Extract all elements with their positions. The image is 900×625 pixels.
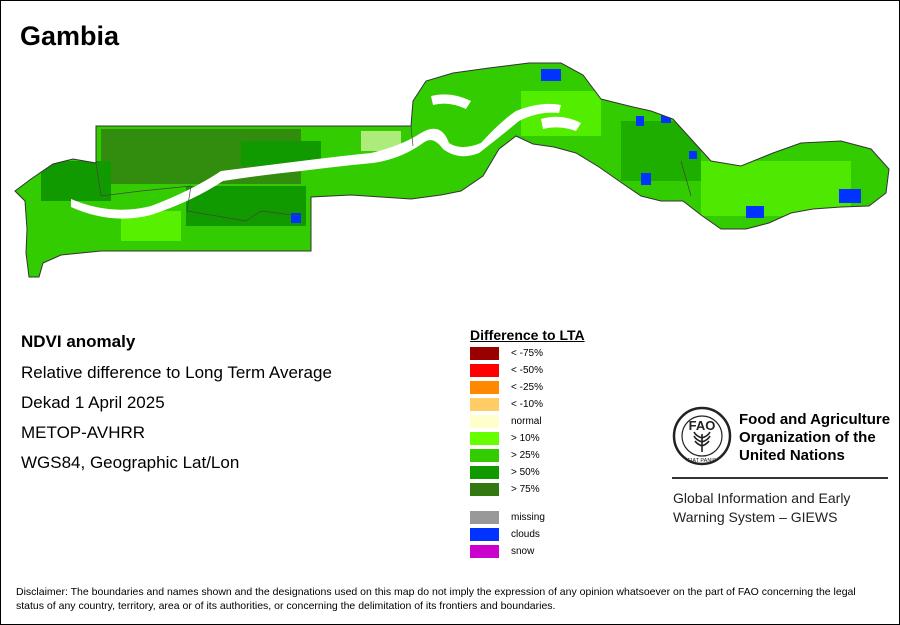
legend-swatch	[470, 364, 499, 377]
info-heading: NDVI anomaly	[21, 332, 136, 351]
legend-swatch	[470, 466, 499, 479]
info-projection: WGS84, Geographic Lat/Lon	[21, 453, 240, 472]
map-title: Gambia	[20, 21, 120, 51]
ndvi-anomaly-map	[14, 62, 890, 278]
legend-label: > 75%	[511, 484, 540, 495]
fao-emblem-motto: FIAT PANIS	[687, 458, 716, 464]
legend-swatch	[470, 415, 499, 428]
legend-label: > 25%	[511, 450, 540, 461]
legend-label: snow	[511, 546, 535, 557]
legend-title: Difference to LTA	[470, 327, 585, 343]
logo-divider	[672, 477, 888, 479]
legend-label: missing	[511, 512, 545, 523]
legend-label: < -10%	[511, 399, 543, 410]
legend-swatch	[470, 511, 499, 524]
legend-swatch	[470, 483, 499, 496]
legend-label: < -50%	[511, 365, 543, 376]
info-sensor: METOP-AVHRR	[21, 423, 146, 442]
fao-name-line: Food and Agriculture	[739, 411, 891, 428]
legend-label: < -25%	[511, 382, 543, 393]
fao-name-line: United Nations	[739, 447, 845, 464]
legend-label: > 50%	[511, 467, 540, 478]
legend-swatch	[470, 381, 499, 394]
legend-swatch	[470, 347, 499, 360]
fao-emblem-text: FAO	[689, 418, 716, 433]
legend-label: < -75%	[511, 348, 543, 359]
legend-swatch	[470, 528, 499, 541]
legend-swatch	[470, 398, 499, 411]
legend-label: > 10%	[511, 433, 540, 444]
legend-label: clouds	[511, 529, 540, 540]
legend-swatch	[470, 545, 499, 558]
giews-line: Global Information and Early	[673, 490, 851, 506]
legend-swatch	[470, 432, 499, 445]
disclaimer-text: Disclaimer: The boundaries and names sho…	[16, 586, 856, 612]
legend-label: normal	[511, 416, 542, 427]
fao-logo-icon: FAO FIAT PANIS	[672, 406, 732, 466]
info-period: Dekad 1 April 2025	[21, 393, 165, 412]
fao-name-line: Organization of the	[739, 429, 876, 446]
legend-swatch	[470, 449, 499, 462]
giews-line: Warning System – GIEWS	[673, 509, 838, 525]
info-description: Relative difference to Long Term Average	[21, 363, 332, 382]
